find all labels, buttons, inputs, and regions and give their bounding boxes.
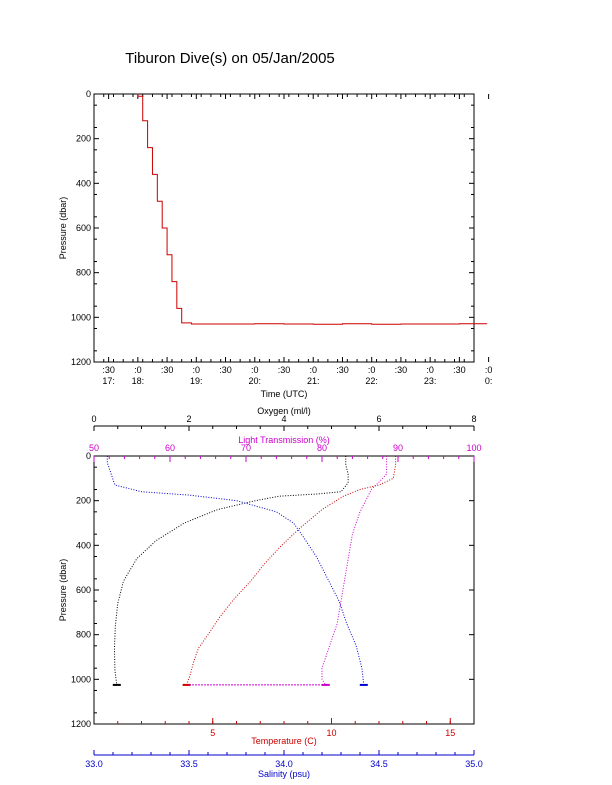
x-tick-label: :30: [219, 365, 232, 375]
x-tick-label: :30: [102, 365, 115, 375]
y-tick-label: 200: [76, 134, 91, 144]
x-tick-label: 22:: [365, 376, 378, 386]
y-tick-label: 400: [76, 540, 91, 550]
oxygen-tick-label: 2: [186, 414, 191, 424]
light-tick-label: 60: [165, 443, 175, 453]
x-tick-label: :30: [336, 365, 349, 375]
x-tick-label: :30: [453, 365, 466, 375]
y-tick-label: 800: [76, 630, 91, 640]
x-tick-label: :0: [251, 365, 259, 375]
oxygen-tick-label: 6: [376, 414, 381, 424]
oxygen-tick-label: 8: [471, 414, 476, 424]
x-axis-label: Time (UTC): [261, 389, 308, 399]
light-profile-line: [321, 456, 388, 686]
salinity-tick-label: 35.0: [465, 759, 483, 769]
x-tick-label: :0: [309, 365, 317, 375]
x-tick-label: 20:: [249, 376, 262, 386]
x-tick-label: 0:: [485, 376, 493, 386]
x-tick-label: 18:: [132, 376, 145, 386]
x-tick-label: :0: [426, 365, 434, 375]
plot-frame-bottom: [93, 455, 475, 725]
light-tick-label: 100: [466, 443, 481, 453]
plot-frame-top: [93, 93, 475, 363]
y-tick-label: 1200: [71, 719, 91, 729]
temperature-tick-label: 10: [326, 728, 336, 738]
x-tick-label: 21:: [307, 376, 320, 386]
salinity-axis-label: Salinity (psu): [258, 769, 310, 779]
y-tick-label: 600: [76, 585, 91, 595]
x-tick-label: :0: [134, 365, 142, 375]
x-tick-label: 17:: [102, 376, 115, 386]
light-tick-label: 80: [317, 443, 327, 453]
oxygen-tick-label: 4: [281, 414, 286, 424]
x-tick-label: :30: [278, 365, 291, 375]
y-tick-label: 1000: [71, 674, 91, 684]
salinity-profile-line: [106, 456, 365, 685]
light-tick-label: 90: [393, 443, 403, 453]
y-tick-label: 1000: [71, 312, 91, 322]
y-tick-label: 0: [86, 451, 91, 461]
y-axis-label: Pressure (dbar): [58, 197, 68, 260]
oxygen-profile-line: [113, 456, 349, 685]
x-tick-label: :30: [161, 365, 174, 375]
x-tick-label: 23:: [424, 376, 437, 386]
temperature-profile-line: [186, 456, 397, 686]
y-tick-label: 200: [76, 496, 91, 506]
chart-title: Tiburon Dive(s) on 05/Jan/2005: [125, 50, 335, 67]
x-tick-label: :0: [193, 365, 201, 375]
oxygen-axis-label: Oxygen (ml/l): [257, 406, 311, 416]
light-tick-label: 70: [241, 443, 251, 453]
y-tick-label: 1200: [71, 357, 91, 367]
x-tick-label: :0: [485, 365, 493, 375]
salinity-tick-label: 33.5: [180, 759, 198, 769]
y-tick-label: 600: [76, 223, 91, 233]
temperature-tick-label: 5: [210, 728, 215, 738]
temperature-axis-label: Temperature (C): [251, 736, 317, 746]
x-tick-label: 19:: [190, 376, 203, 386]
y-axis-label: Pressure (dbar): [58, 559, 68, 622]
salinity-tick-label: 34.5: [370, 759, 388, 769]
oxygen-tick-label: 0: [91, 414, 96, 424]
dive-pressure-line: [136, 93, 488, 325]
y-tick-label: 0: [86, 89, 91, 99]
x-tick-label: :30: [395, 365, 408, 375]
x-tick-label: :0: [368, 365, 376, 375]
light-axis-label: Light Transmission (%): [238, 435, 330, 445]
y-tick-label: 800: [76, 268, 91, 278]
salinity-tick-label: 33.0: [85, 759, 103, 769]
y-tick-label: 400: [76, 178, 91, 188]
salinity-tick-label: 34.0: [275, 759, 293, 769]
light-tick-label: 50: [89, 443, 99, 453]
temperature-tick-label: 15: [445, 728, 455, 738]
